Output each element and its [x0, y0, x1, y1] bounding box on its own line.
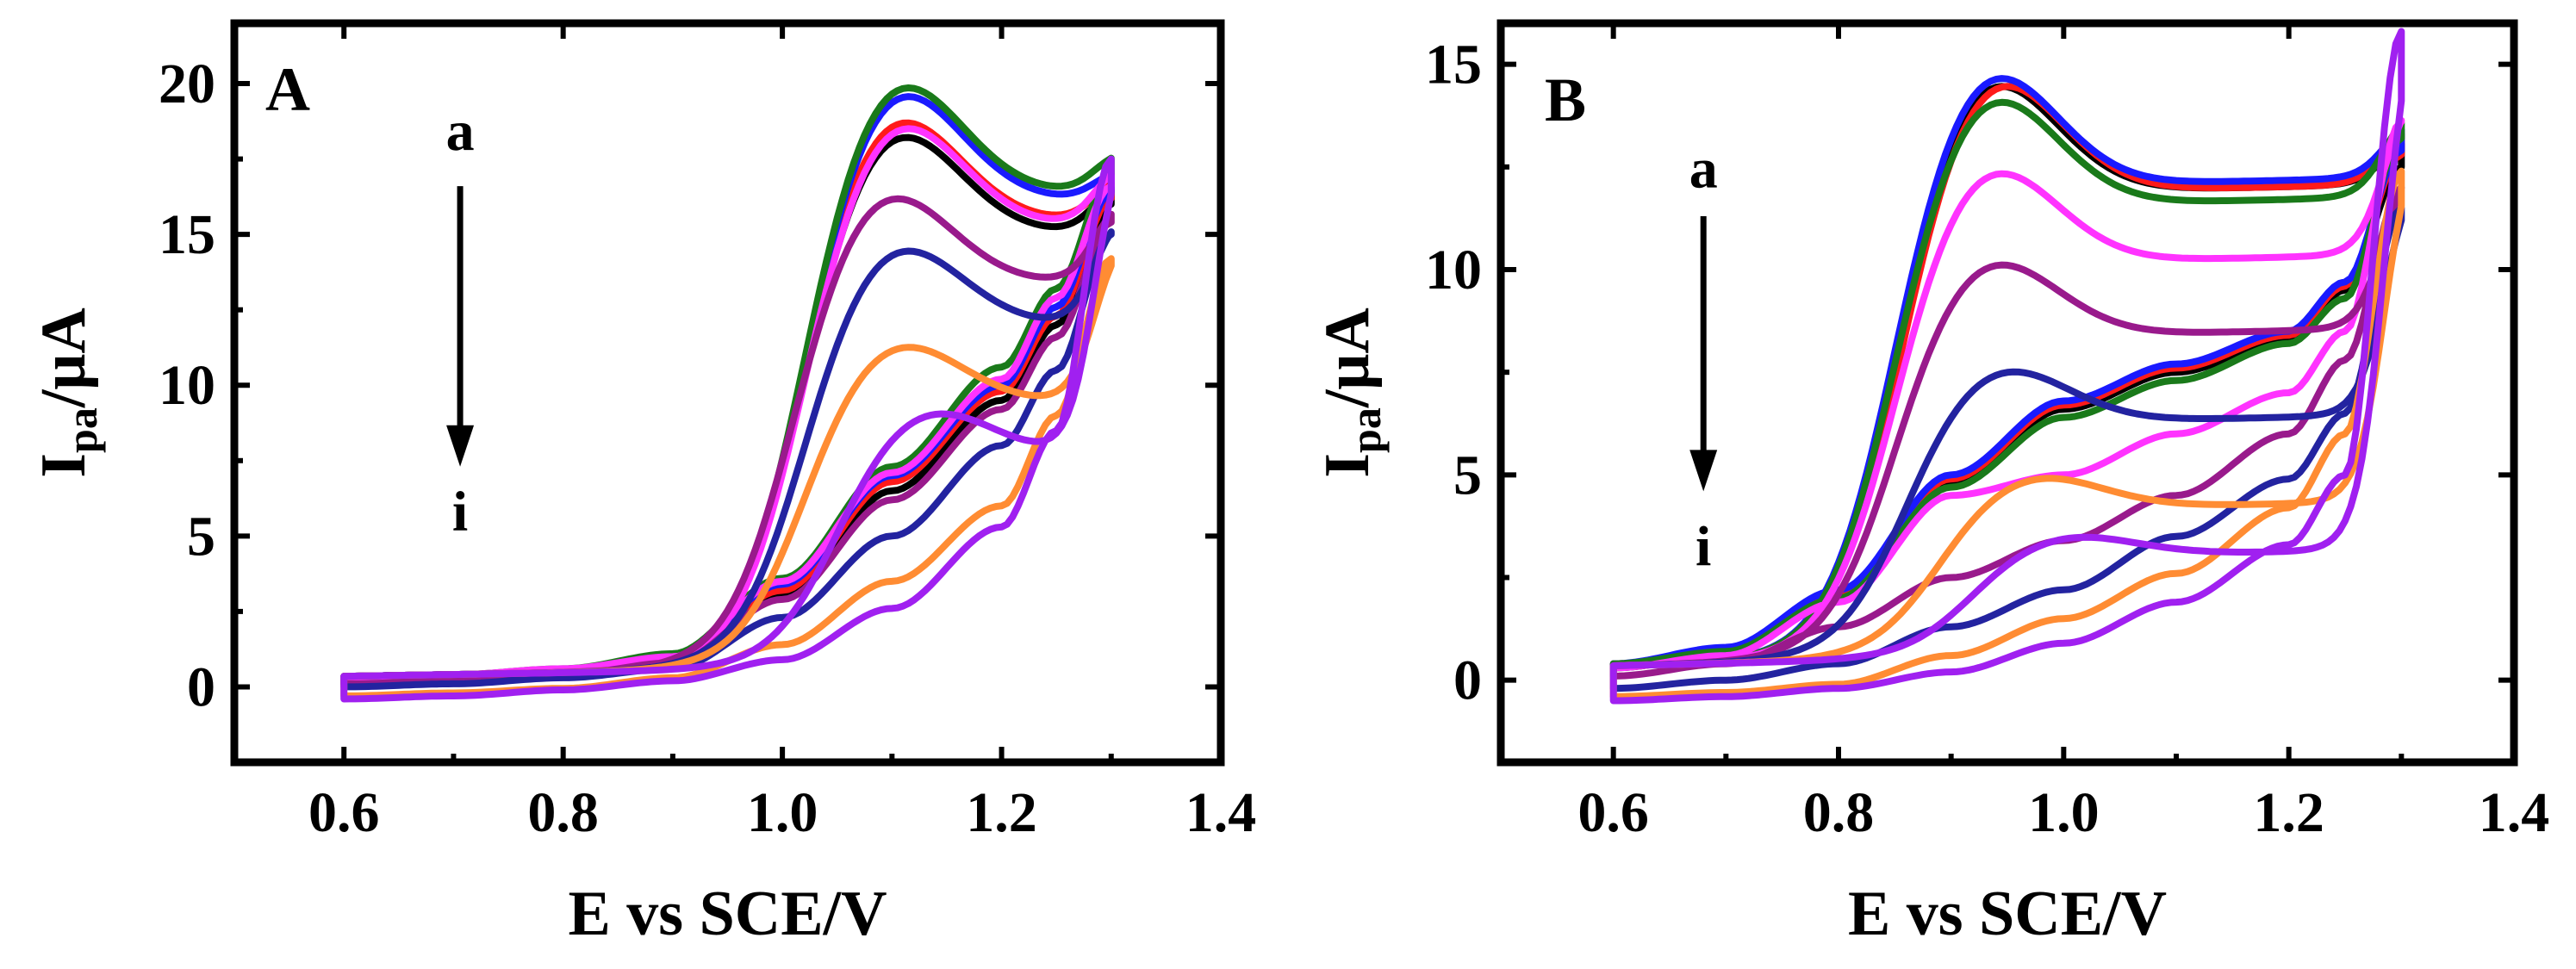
- y-label-sub: pa: [1341, 407, 1390, 453]
- cv-curve-i: [340, 155, 1115, 703]
- cv-curve-i: [1609, 28, 2405, 705]
- y-tick-label: 0: [187, 655, 215, 718]
- x-tick-label: 1.2: [2253, 781, 2324, 844]
- y-axis-label-text: Ipa/μA: [1312, 307, 1390, 478]
- plot-frame: [230, 19, 1225, 767]
- arrow-head: [446, 425, 475, 467]
- x-tick-label: 1.4: [2479, 781, 2550, 844]
- curves: [1609, 28, 2405, 705]
- x-tick-label: 0.8: [1803, 781, 1875, 844]
- arrow-label-bottom: i: [1696, 515, 1711, 578]
- y-tick-label: 5: [1453, 444, 1482, 506]
- y-axis-label: Ipa/μA: [1312, 307, 1390, 478]
- x-tick-label: 0.6: [308, 781, 380, 844]
- cv-curve-h: [1609, 167, 2405, 700]
- y-tick-label: 15: [1425, 34, 1482, 96]
- x-tick-label: 1.2: [966, 781, 1037, 844]
- y-tick-label: 5: [187, 505, 215, 568]
- panel-label: B: [1545, 65, 1586, 134]
- cv-curve-f: [1609, 183, 2405, 680]
- y-label-sub: pa: [58, 407, 106, 453]
- plot-frame: [1496, 19, 2518, 767]
- arrow-head: [1689, 450, 1718, 492]
- y-axis-label: Ipa/μA: [28, 307, 106, 478]
- panel-label: A: [265, 55, 310, 124]
- x-tick-label: 0.8: [527, 781, 599, 844]
- panel-b: 0.6 0.8 1.0 1.2 1.4 0 5 10 15 E vs SCE/V Ipa/μA Ba i: [1312, 19, 2550, 949]
- panel-a: 0.6 0.8 1.0 1.2 1.4 0 5 10 15 20 E vs SCE/V Ipa/μA A…: [28, 19, 1257, 949]
- x-tick-label: 1.0: [747, 781, 818, 844]
- y-tick-label: 15: [159, 203, 215, 266]
- arrow-label-top: a: [446, 100, 475, 163]
- arrow-label-top: a: [1689, 138, 1718, 201]
- y-label-unit: /μA: [1312, 307, 1383, 408]
- curves: [340, 84, 1115, 703]
- y-tick-label: 10: [159, 354, 215, 417]
- y-label-main: I: [28, 453, 99, 478]
- x-tick-label: 0.6: [1577, 781, 1649, 844]
- y-tick-label: 10: [1425, 239, 1482, 301]
- x-axis-label: E vs SCE/V: [568, 879, 887, 949]
- y-axis-label-text: Ipa/μA: [28, 307, 106, 478]
- y-label-main: I: [1312, 453, 1383, 478]
- x-tick-label: 1.4: [1185, 781, 1257, 844]
- y-tick-label: 0: [1453, 649, 1482, 712]
- y-tick-label: 20: [159, 53, 215, 115]
- y-label-unit: /μA: [28, 307, 99, 408]
- x-axis-label: E vs SCE/V: [1848, 879, 2167, 949]
- arrow-label-bottom: i: [452, 480, 468, 543]
- x-tick-label: 1.0: [2028, 781, 2100, 844]
